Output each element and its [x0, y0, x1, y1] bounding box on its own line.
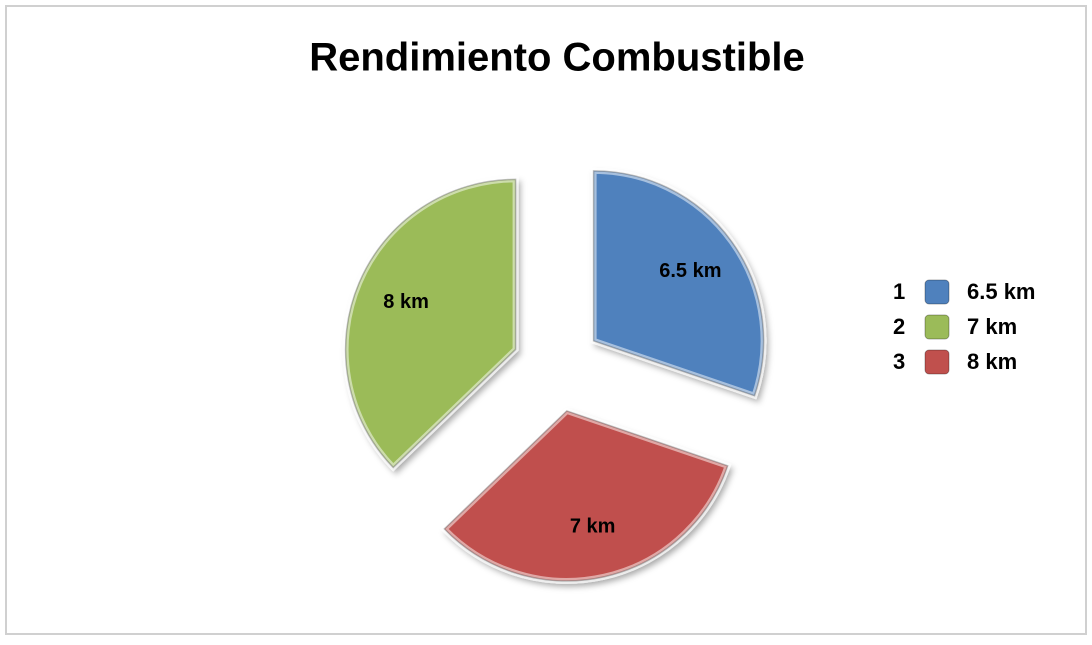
pie-slice: [590, 167, 767, 400]
data-label: 6.5 km: [659, 260, 721, 282]
chart-title: Rendimiento Combustible: [309, 36, 805, 80]
legend-label: 6.5 km: [967, 279, 1036, 304]
legend-label: 7 km: [967, 314, 1017, 339]
legend-number: 1: [893, 279, 905, 304]
data-label: 8 km: [383, 291, 429, 313]
pie-slice: [440, 407, 732, 584]
legend-swatch: [924, 349, 950, 375]
legend-label: 8 km: [967, 349, 1017, 374]
data-label: 7 km: [570, 515, 616, 537]
pie-slice: [342, 176, 519, 472]
legend-number: 2: [893, 314, 905, 339]
slice-bevel: [592, 170, 765, 397]
slice-bevel: [443, 410, 729, 582]
legend-number: 3: [893, 349, 905, 374]
slice-bevel: [344, 178, 517, 469]
legend-swatch: [924, 279, 950, 305]
legend-swatch: [924, 314, 950, 340]
